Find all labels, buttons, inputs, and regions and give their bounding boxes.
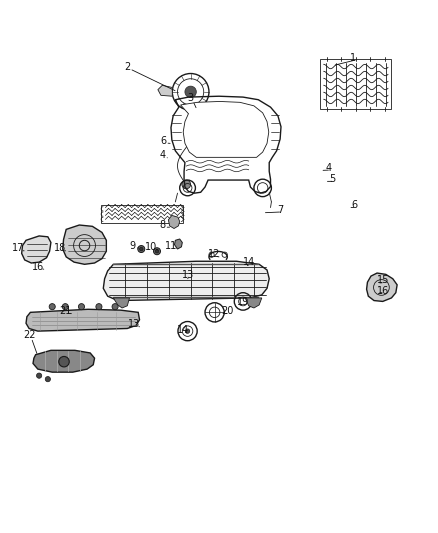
Text: 4: 4 [326,163,332,173]
Polygon shape [21,236,51,263]
Circle shape [155,249,159,253]
Polygon shape [113,298,130,308]
Polygon shape [158,85,172,96]
Circle shape [185,329,190,333]
Text: 11: 11 [165,240,177,251]
Text: 12: 12 [208,249,221,259]
Circle shape [78,304,85,310]
Circle shape [49,304,55,310]
Text: 13: 13 [128,319,140,329]
Text: 2: 2 [124,61,131,71]
Text: 13: 13 [182,270,194,280]
Polygon shape [180,101,269,157]
Text: 6: 6 [160,136,166,146]
Circle shape [112,304,118,310]
Polygon shape [33,350,95,372]
Circle shape [36,373,42,378]
Text: 19: 19 [237,297,249,308]
Circle shape [45,376,50,382]
Circle shape [182,180,191,189]
Text: 3: 3 [187,93,194,103]
Text: 9: 9 [130,240,136,251]
Circle shape [185,86,196,98]
Text: 15: 15 [377,276,389,286]
Polygon shape [103,261,269,301]
Circle shape [62,304,68,310]
Polygon shape [367,273,397,302]
Polygon shape [174,239,182,249]
Text: 5: 5 [329,174,336,184]
Polygon shape [168,215,180,229]
Polygon shape [63,225,106,264]
Text: 14: 14 [177,325,189,335]
Text: 10: 10 [145,242,157,252]
Text: 16: 16 [32,262,44,271]
Circle shape [96,304,102,310]
Circle shape [59,357,69,367]
Circle shape [140,247,143,251]
Polygon shape [245,298,262,308]
Text: 7: 7 [277,205,283,215]
Text: 21: 21 [59,306,71,316]
Text: 20: 20 [222,306,234,316]
Text: 17: 17 [12,243,25,253]
Circle shape [153,248,160,255]
Polygon shape [26,309,140,331]
Circle shape [138,246,145,253]
Text: 8: 8 [159,220,165,230]
Text: 18: 18 [53,243,66,253]
Text: 16: 16 [377,286,389,295]
Text: 14: 14 [243,257,255,267]
Text: 4: 4 [159,150,165,160]
Text: 1: 1 [350,53,357,63]
Text: 22: 22 [23,330,35,341]
Text: 6: 6 [351,200,357,211]
